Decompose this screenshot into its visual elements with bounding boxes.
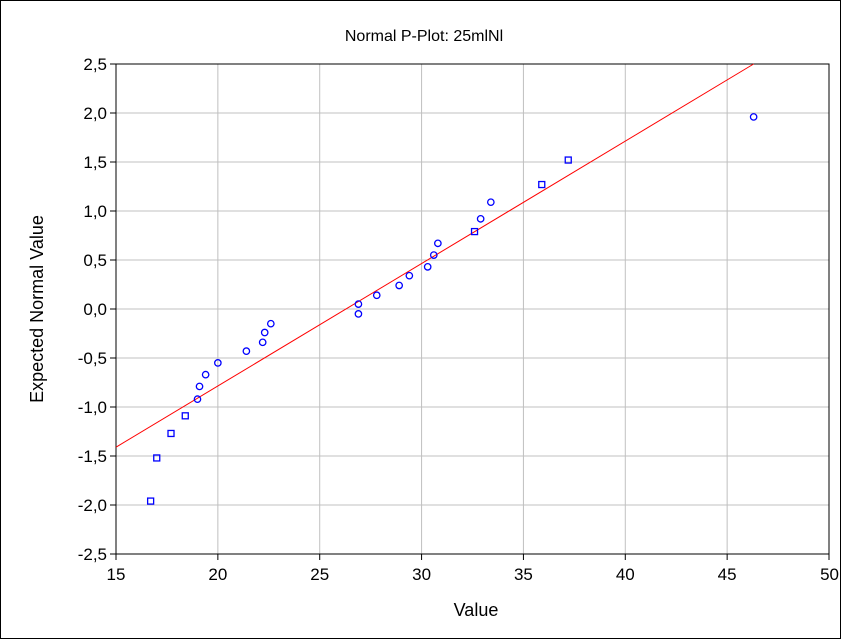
data-point xyxy=(167,429,175,438)
data-point xyxy=(153,454,161,462)
y-tick-label: 1,0 xyxy=(83,202,107,221)
data-point xyxy=(564,156,572,164)
y-tick-label: -1,0 xyxy=(78,398,107,417)
x-tick-label: 45 xyxy=(718,565,737,584)
x-tick-label: 40 xyxy=(616,565,635,584)
data-point xyxy=(470,227,479,236)
data-point xyxy=(258,338,267,347)
data-point xyxy=(749,113,758,121)
y-tick-label: -0,5 xyxy=(78,349,107,368)
data-point xyxy=(201,370,210,379)
x-axis-label: Value xyxy=(454,600,499,620)
data-point xyxy=(195,382,204,391)
data-point xyxy=(538,180,546,189)
y-tick-label: 0,0 xyxy=(83,300,107,319)
x-tick-label: 25 xyxy=(310,565,329,584)
data-point xyxy=(372,291,381,300)
y-tick-label: 2,5 xyxy=(83,55,107,74)
data-point xyxy=(434,239,442,248)
x-tick-label: 30 xyxy=(412,565,431,584)
chart-title: Normal P-Plot: 25mlNl xyxy=(345,28,503,45)
y-tick-label: -1,5 xyxy=(78,447,107,466)
y-axis: 2,5 2,0 1,5 1,0 0,5 0,0 -0,5 -1,0 -1,5 -2,0 -2,5 xyxy=(78,55,116,564)
data-point xyxy=(146,497,155,505)
data-points xyxy=(146,113,758,505)
fit-line xyxy=(115,63,754,448)
data-point xyxy=(354,300,363,308)
x-tick-label: 35 xyxy=(514,565,533,584)
x-tick-label: 20 xyxy=(208,565,227,584)
y-axis-label: Expected Normal Value xyxy=(27,215,47,403)
data-point xyxy=(486,198,495,207)
y-tick-label: 2,0 xyxy=(83,104,107,123)
y-tick-label: -2,5 xyxy=(78,545,107,564)
x-tick-label: 50 xyxy=(820,565,839,584)
data-point xyxy=(395,281,404,290)
data-point xyxy=(193,395,202,404)
data-point xyxy=(405,271,414,280)
y-tick-label: 0,5 xyxy=(83,251,107,270)
data-point xyxy=(260,328,269,337)
grid xyxy=(116,64,829,554)
y-tick-label: -2,0 xyxy=(78,496,107,515)
data-point xyxy=(429,251,438,259)
data-point xyxy=(181,412,189,420)
x-axis: 15 20 25 30 35 40 45 50 xyxy=(107,554,839,584)
data-point xyxy=(476,214,485,223)
data-point xyxy=(266,319,275,328)
x-tick-label: 15 xyxy=(107,565,126,584)
data-point xyxy=(242,347,251,355)
data-point xyxy=(214,359,222,367)
data-point xyxy=(423,263,432,271)
y-tick-label: 1,5 xyxy=(83,153,107,172)
data-point xyxy=(354,310,363,318)
